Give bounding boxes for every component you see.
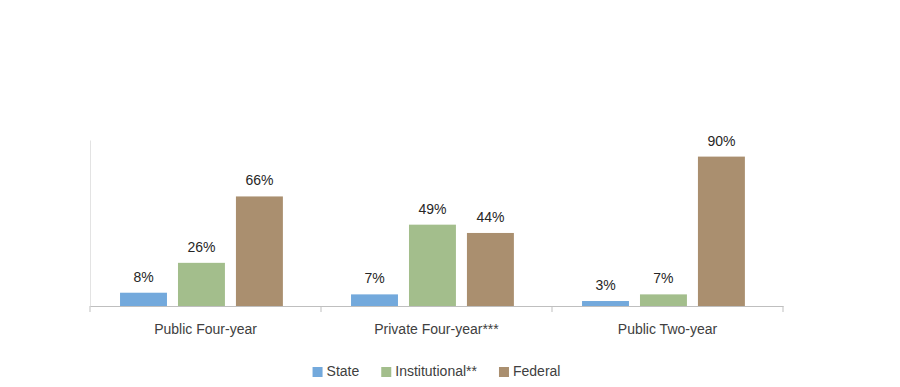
x-tick-label: Private Four-year*** [374, 321, 499, 337]
chart: 8%7%3%26%49%7%66%44%90%Public Four-yearP… [0, 0, 900, 387]
data-label: 3% [595, 277, 615, 293]
group-separator [90, 306, 91, 312]
y-axis-line [90, 141, 91, 307]
bar [236, 196, 283, 306]
x-tick: Private Four-year*** [374, 306, 499, 337]
data-label: 7% [364, 270, 384, 286]
bar [178, 263, 225, 306]
legend-swatch [381, 367, 391, 377]
x-axis-line [91, 306, 784, 307]
group-separators [90, 306, 783, 312]
legend-swatch [313, 367, 323, 377]
data-label: 26% [187, 239, 215, 255]
x-tick: Public Two-year [618, 306, 718, 337]
legend-label: Federal [513, 363, 560, 379]
x-tick-label: Public Two-year [618, 321, 718, 337]
legend-item: Federal [499, 363, 560, 379]
group-separator [783, 306, 784, 312]
legend-label: Institutional** [395, 363, 477, 379]
data-label: 7% [653, 270, 673, 286]
legend-label: State [327, 363, 360, 379]
data-label: 49% [418, 201, 446, 217]
y-axis [90, 141, 91, 307]
legend: State Institutional** Federal [313, 363, 561, 379]
data-label: 66% [245, 172, 273, 188]
bar [467, 233, 514, 306]
x-tick-label: Public Four-year [154, 321, 257, 337]
data-label: 8% [133, 269, 153, 285]
bar [640, 294, 687, 306]
group-separator [321, 306, 322, 312]
x-tick: Public Four-year [154, 306, 257, 337]
bar [698, 157, 745, 306]
legend-swatch [499, 367, 509, 377]
data-labels: 8% 7% 3% 26% 49% 7% 66% 44% 90% [133, 133, 735, 293]
bar [409, 225, 456, 306]
bar [351, 294, 398, 306]
data-label: 44% [476, 209, 504, 225]
group-separator [552, 306, 553, 312]
legend-item: Institutional** [381, 363, 477, 379]
legend-item: State [313, 363, 360, 379]
x-axis: Public Four-year Private Four-year*** Publ… [91, 306, 784, 337]
bar [120, 293, 167, 306]
data-label: 90% [707, 133, 735, 149]
bars [120, 157, 745, 306]
bar [582, 301, 629, 306]
